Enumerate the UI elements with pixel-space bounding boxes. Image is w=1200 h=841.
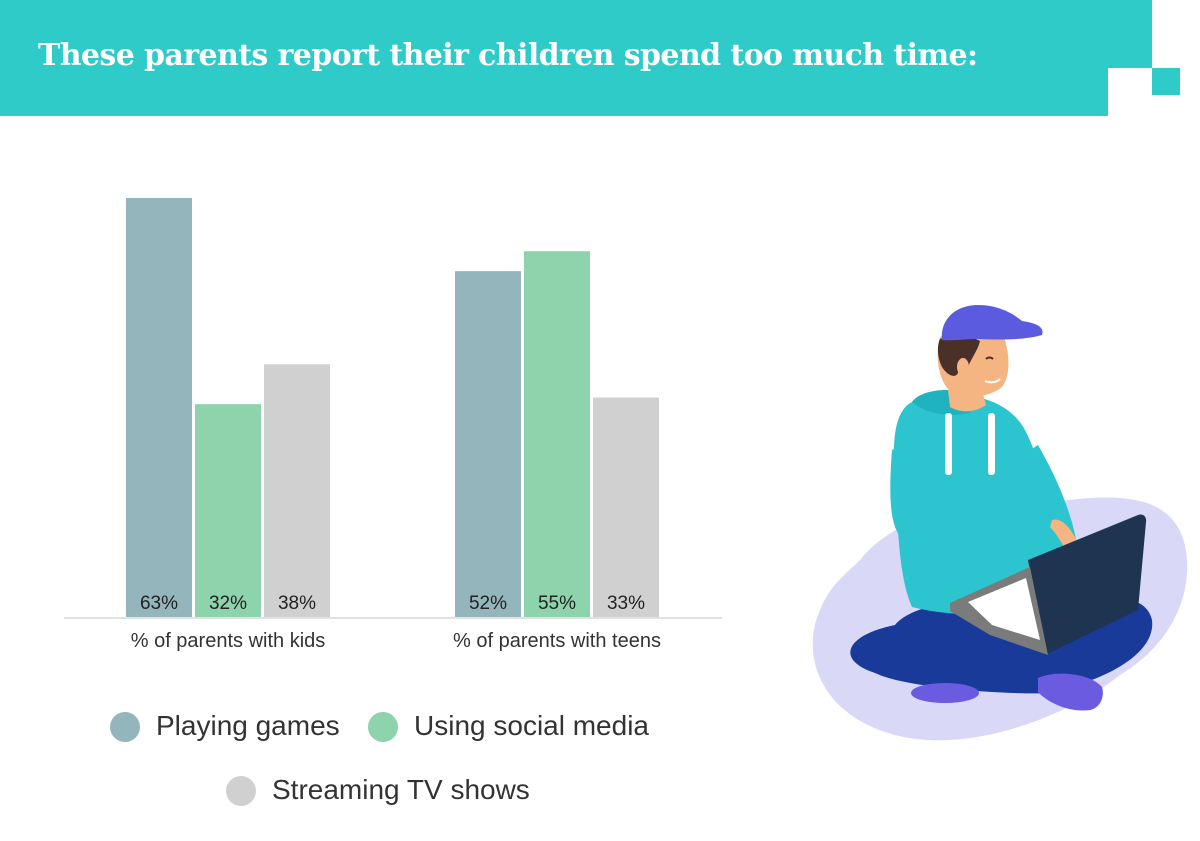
hair <box>937 336 980 376</box>
legend-swatch-streaming-tv-shows <box>226 776 256 806</box>
mouth <box>984 378 1001 384</box>
hoodie-string-left <box>945 413 952 475</box>
legend-label-using-social-media: Using social media <box>414 710 649 741</box>
laptop-keyboard <box>968 578 1040 640</box>
laptop-screen <box>1028 514 1147 655</box>
bar-chart: 63% 32% 38% % of parents with kids 52% 55% 33%… <box>64 198 722 652</box>
ear <box>957 358 969 376</box>
left-arm <box>890 440 1028 583</box>
x-tick-label-kids: % of parents with kids <box>131 630 326 652</box>
header-banner: These parents report their children spen… <box>0 0 1152 116</box>
right-arm <box>1022 445 1076 540</box>
bar-streaming-tv-shows-teens <box>593 397 659 617</box>
legend-swatch-playing-games <box>110 712 140 742</box>
page-title: These parents report their children spen… <box>38 38 978 73</box>
data-label-using-social-media-kids: 32% <box>209 593 247 614</box>
data-label-streaming-tv-shows-teens: 33% <box>607 593 645 614</box>
cap <box>941 305 1043 341</box>
data-label-streaming-tv-shows-kids: 38% <box>278 593 316 614</box>
hoodie-string-right <box>988 413 995 475</box>
header-accent-square <box>1152 68 1180 95</box>
legend-label-playing-games: Playing games <box>156 710 340 741</box>
legend-swatch-using-social-media <box>368 712 398 742</box>
left-shoe <box>911 683 979 703</box>
bar-using-social-media-teens <box>524 251 590 617</box>
hoodie-body <box>893 394 1064 615</box>
bar-streaming-tv-shows-kids <box>264 364 330 617</box>
data-label-playing-games-teens: 52% <box>469 593 507 614</box>
bar-playing-games-kids <box>126 198 192 617</box>
bar-using-social-media-kids <box>195 404 261 617</box>
data-label-using-social-media-teens: 55% <box>538 593 576 614</box>
x-tick-label-teens: % of parents with teens <box>453 630 661 652</box>
eye <box>985 356 994 360</box>
data-label-playing-games-kids: 63% <box>140 593 178 614</box>
bar-playing-games-teens <box>455 271 521 617</box>
boy-with-laptop-illustration <box>812 305 1188 741</box>
legend-label-streaming-tv-shows: Streaming TV shows <box>272 774 530 805</box>
header-notch <box>1108 68 1152 116</box>
right-shoe <box>1038 673 1103 711</box>
